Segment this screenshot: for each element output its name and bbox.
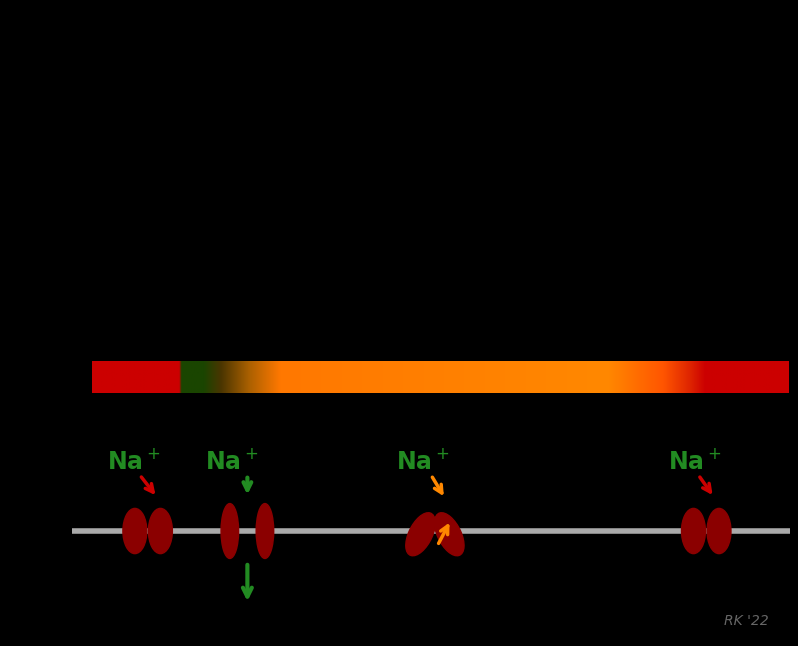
Ellipse shape: [681, 508, 705, 554]
Text: Na$^+$: Na$^+$: [108, 450, 160, 474]
Text: Na$^+$: Na$^+$: [397, 450, 449, 474]
Ellipse shape: [148, 508, 172, 554]
Ellipse shape: [707, 508, 731, 554]
Ellipse shape: [406, 513, 435, 556]
Text: RK '22: RK '22: [724, 614, 768, 629]
Text: Na$^+$: Na$^+$: [668, 450, 721, 474]
Ellipse shape: [256, 504, 274, 558]
Ellipse shape: [221, 504, 239, 558]
Ellipse shape: [435, 513, 464, 556]
Ellipse shape: [123, 508, 147, 554]
Text: Na$^+$: Na$^+$: [205, 450, 258, 474]
